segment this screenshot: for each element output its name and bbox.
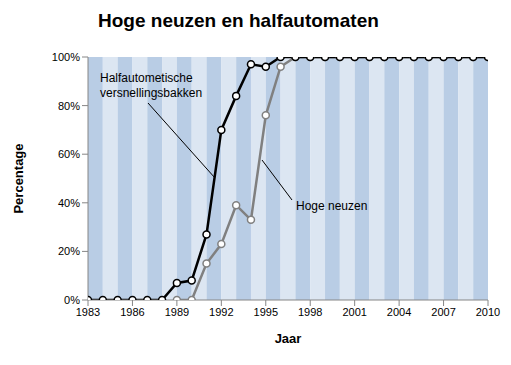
svg-text:1989: 1989 (165, 306, 189, 318)
svg-text:0%: 0% (64, 294, 80, 306)
html-text:Halfautometische versnellingsb: Halfautometische versnellingsbakken (100, 71, 203, 100)
svg-text:2010: 2010 (476, 306, 500, 318)
html-text:Hoge neuzen: Hoge neuzen (296, 199, 368, 213)
svg-text:Jaar: Jaar (275, 331, 302, 346)
svg-text:100%: 100% (52, 51, 80, 63)
svg-text:60%: 60% (58, 148, 80, 160)
svg-text:80%: 80% (58, 100, 80, 112)
html-text:Hoge neuzen en halfautomaten: Hoge neuzen en halfautomaten (98, 10, 379, 31)
svg-text:1995: 1995 (254, 306, 278, 318)
svg-text:1992: 1992 (209, 306, 233, 318)
svg-text:1998: 1998 (298, 306, 322, 318)
svg-text:20%: 20% (58, 245, 80, 257)
svg-text:2007: 2007 (431, 306, 455, 318)
svg-text:40%: 40% (58, 197, 80, 209)
svg-text:2001: 2001 (342, 306, 366, 318)
svg-text:2004: 2004 (387, 306, 411, 318)
svg-text:1983: 1983 (76, 306, 100, 318)
svg-text:1986: 1986 (120, 306, 144, 318)
svg-text:Percentage: Percentage (11, 143, 26, 213)
